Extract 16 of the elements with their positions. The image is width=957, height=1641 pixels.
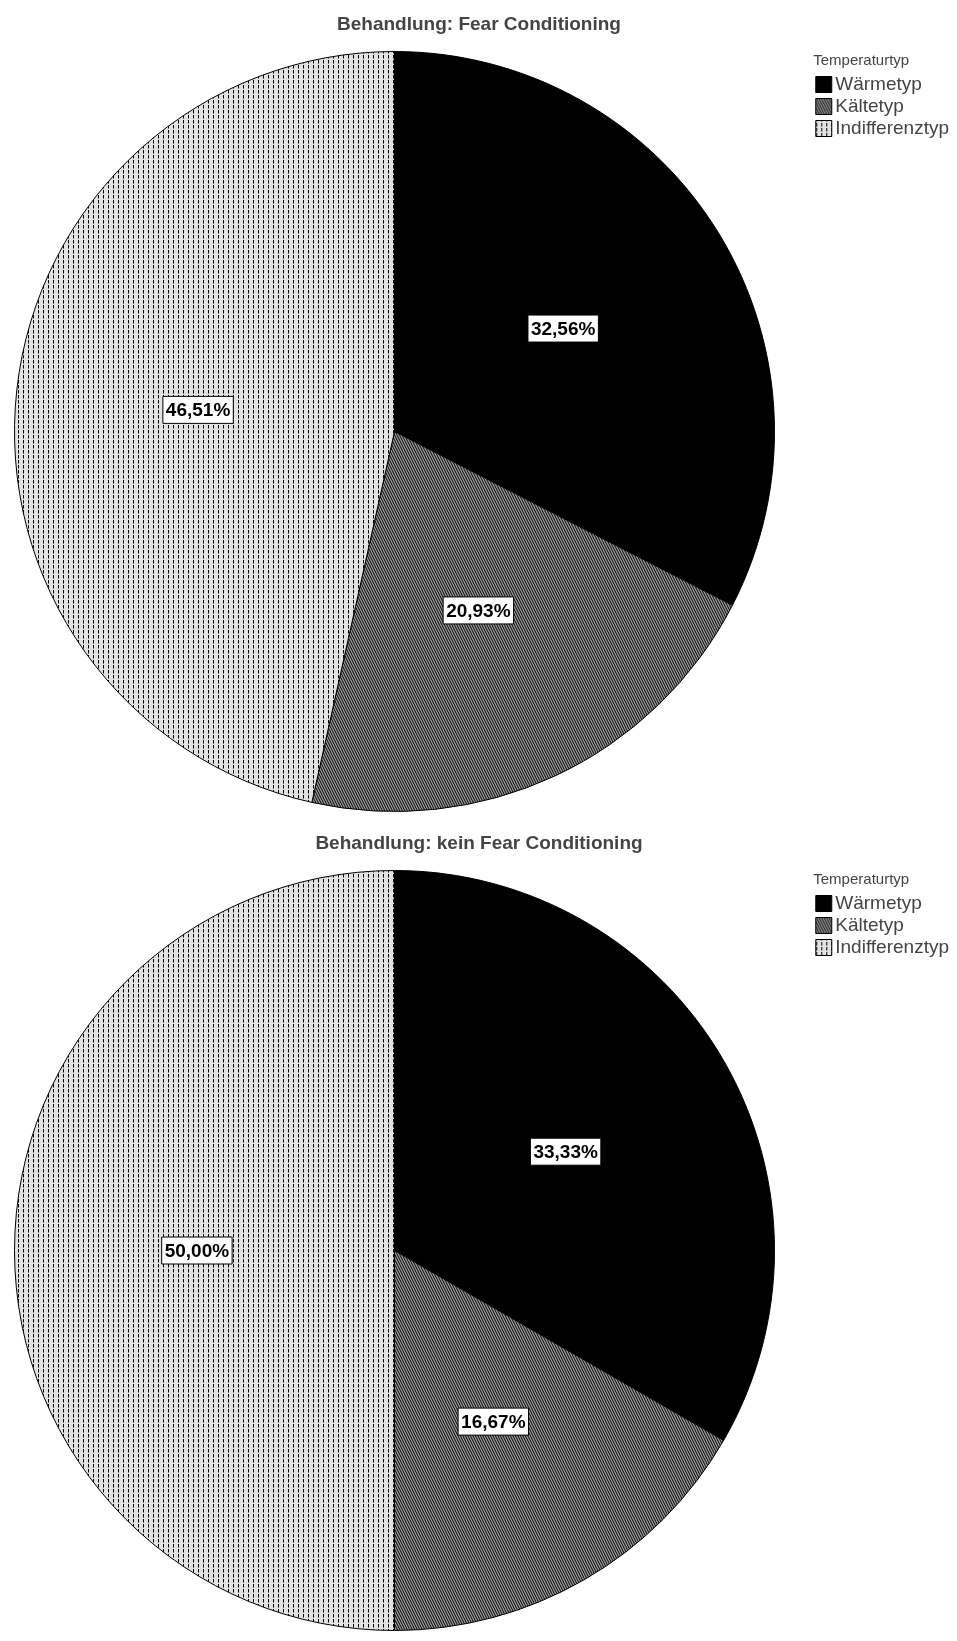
legend-label: Indifferenztyp [835,117,949,139]
data-label: 33,33% [533,1141,598,1163]
data-label: 16,67% [461,1411,526,1433]
data-label: 46,51% [165,399,231,421]
legend-label: Wärmetyp [835,892,922,914]
data-label: 32,56% [530,318,596,340]
data-label: 50,00% [164,1240,230,1261]
legend-title: Temperaturtyp [813,870,911,887]
chart-title: Behandlung: kein Fear Conditioning [315,831,643,853]
chart-title: Behandlung: Fear Conditioning [337,12,621,34]
data-label: 20,93% [446,599,511,621]
legend-label: Indifferenztyp [835,936,949,958]
legend-title: Temperaturtyp [813,51,911,68]
legend-label: Wärmetyp [835,73,922,95]
legend-label: Kältetyp [835,95,904,117]
legend-label: Kältetyp [835,914,904,936]
